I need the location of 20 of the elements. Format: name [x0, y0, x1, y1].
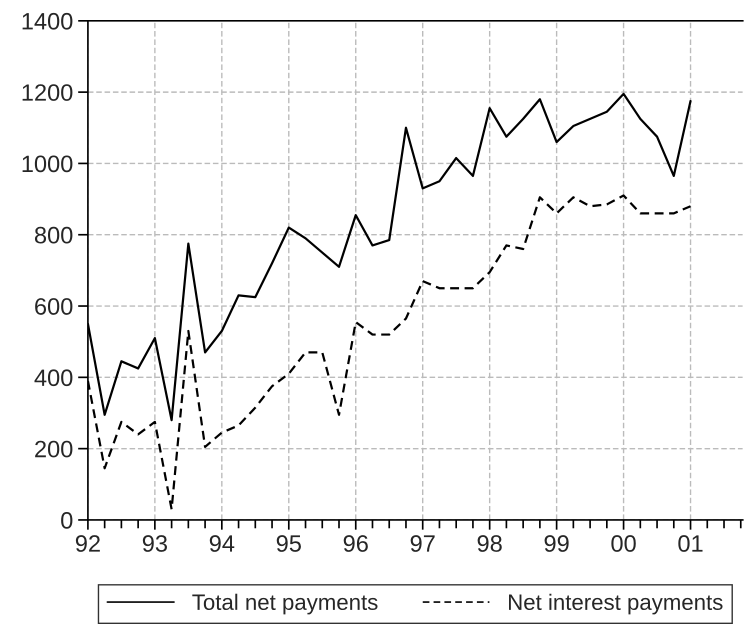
x-tick-label: 94 — [210, 535, 234, 552]
y-tick-label: 200 — [35, 440, 72, 458]
x-tick-label: 96 — [344, 535, 368, 552]
legend-label: Net interest payments — [509, 594, 723, 614]
y-tick-label: 800 — [34, 226, 72, 244]
y-tick-label: 400 — [34, 369, 72, 386]
x-tick-label: 99 — [544, 535, 569, 552]
y-tick-label: 1000 — [22, 155, 72, 172]
x-tick-label: 01 — [678, 535, 703, 552]
x-tick-label: 93 — [142, 535, 167, 552]
y-tick-label: 0 — [61, 512, 72, 529]
legend-label: Total net payments — [192, 594, 378, 614]
y-tick-label: 1400 — [22, 12, 72, 30]
x-tick-label: 97 — [410, 535, 435, 552]
y-tick-label: 1200 — [22, 84, 72, 101]
x-tick-label: 95 — [276, 535, 301, 552]
x-tick-label: 00 — [611, 535, 636, 552]
x-tick-label: 98 — [478, 535, 502, 552]
y-tick-label: 600 — [35, 298, 72, 315]
x-tick-label: 92 — [76, 535, 100, 552]
